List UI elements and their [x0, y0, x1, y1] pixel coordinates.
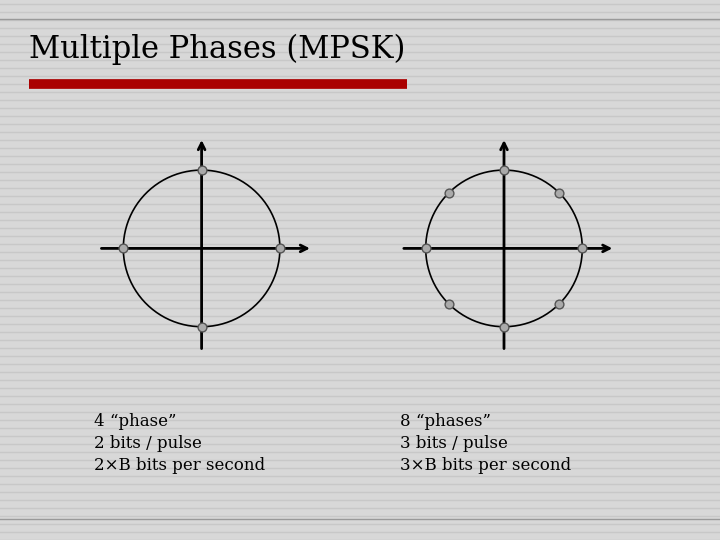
Point: [443, 300, 454, 308]
Point: [498, 322, 510, 331]
Point: [554, 300, 565, 308]
Text: 8 “phases”: 8 “phases”: [400, 413, 490, 430]
Point: [577, 244, 588, 253]
Point: [420, 244, 431, 253]
Text: 3×B bits per second: 3×B bits per second: [400, 457, 571, 474]
Text: 4 “phase”: 4 “phase”: [94, 413, 176, 430]
Point: [498, 166, 510, 174]
Point: [554, 188, 565, 197]
Point: [196, 322, 207, 331]
Text: 2×B bits per second: 2×B bits per second: [94, 457, 265, 474]
Text: 3 bits / pulse: 3 bits / pulse: [400, 435, 508, 452]
Point: [117, 244, 129, 253]
Point: [443, 188, 454, 197]
Point: [196, 166, 207, 174]
Text: Multiple Phases (MPSK): Multiple Phases (MPSK): [29, 33, 405, 65]
Point: [274, 244, 286, 253]
Text: 2 bits / pulse: 2 bits / pulse: [94, 435, 202, 452]
